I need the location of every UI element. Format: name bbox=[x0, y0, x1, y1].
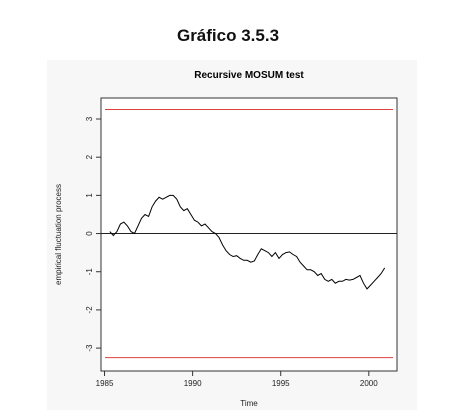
x-tick-label: 1995 bbox=[272, 379, 290, 388]
y-tick-label: 2 bbox=[85, 154, 94, 159]
mosum-chart: Recursive MOSUM test Time empirical fluc… bbox=[54, 70, 398, 408]
y-tick-label: 1 bbox=[85, 193, 94, 198]
y-tick-label: -2 bbox=[85, 306, 94, 314]
x-tick-label: 1985 bbox=[96, 379, 114, 388]
y-tick-label: 0 bbox=[85, 231, 94, 236]
y-axis-label: empirical fluctuation process bbox=[54, 184, 63, 285]
y-tick-label: 3 bbox=[85, 116, 94, 121]
y-tick-label: -3 bbox=[85, 344, 94, 352]
x-tick-label: 2000 bbox=[360, 379, 378, 388]
y-tick-label: -1 bbox=[85, 268, 94, 276]
plot-area: Recursive MOSUM test Time empirical fluc… bbox=[47, 60, 417, 410]
plot-frame bbox=[100, 97, 398, 372]
page-title: Gráfico 3.5.3 bbox=[176, 26, 280, 45]
x-tick-label: 1990 bbox=[184, 379, 202, 388]
fluctuation-process-line bbox=[109, 194, 386, 290]
x-axis-label: Time bbox=[240, 399, 258, 408]
chart-title: Recursive MOSUM test bbox=[194, 70, 304, 81]
